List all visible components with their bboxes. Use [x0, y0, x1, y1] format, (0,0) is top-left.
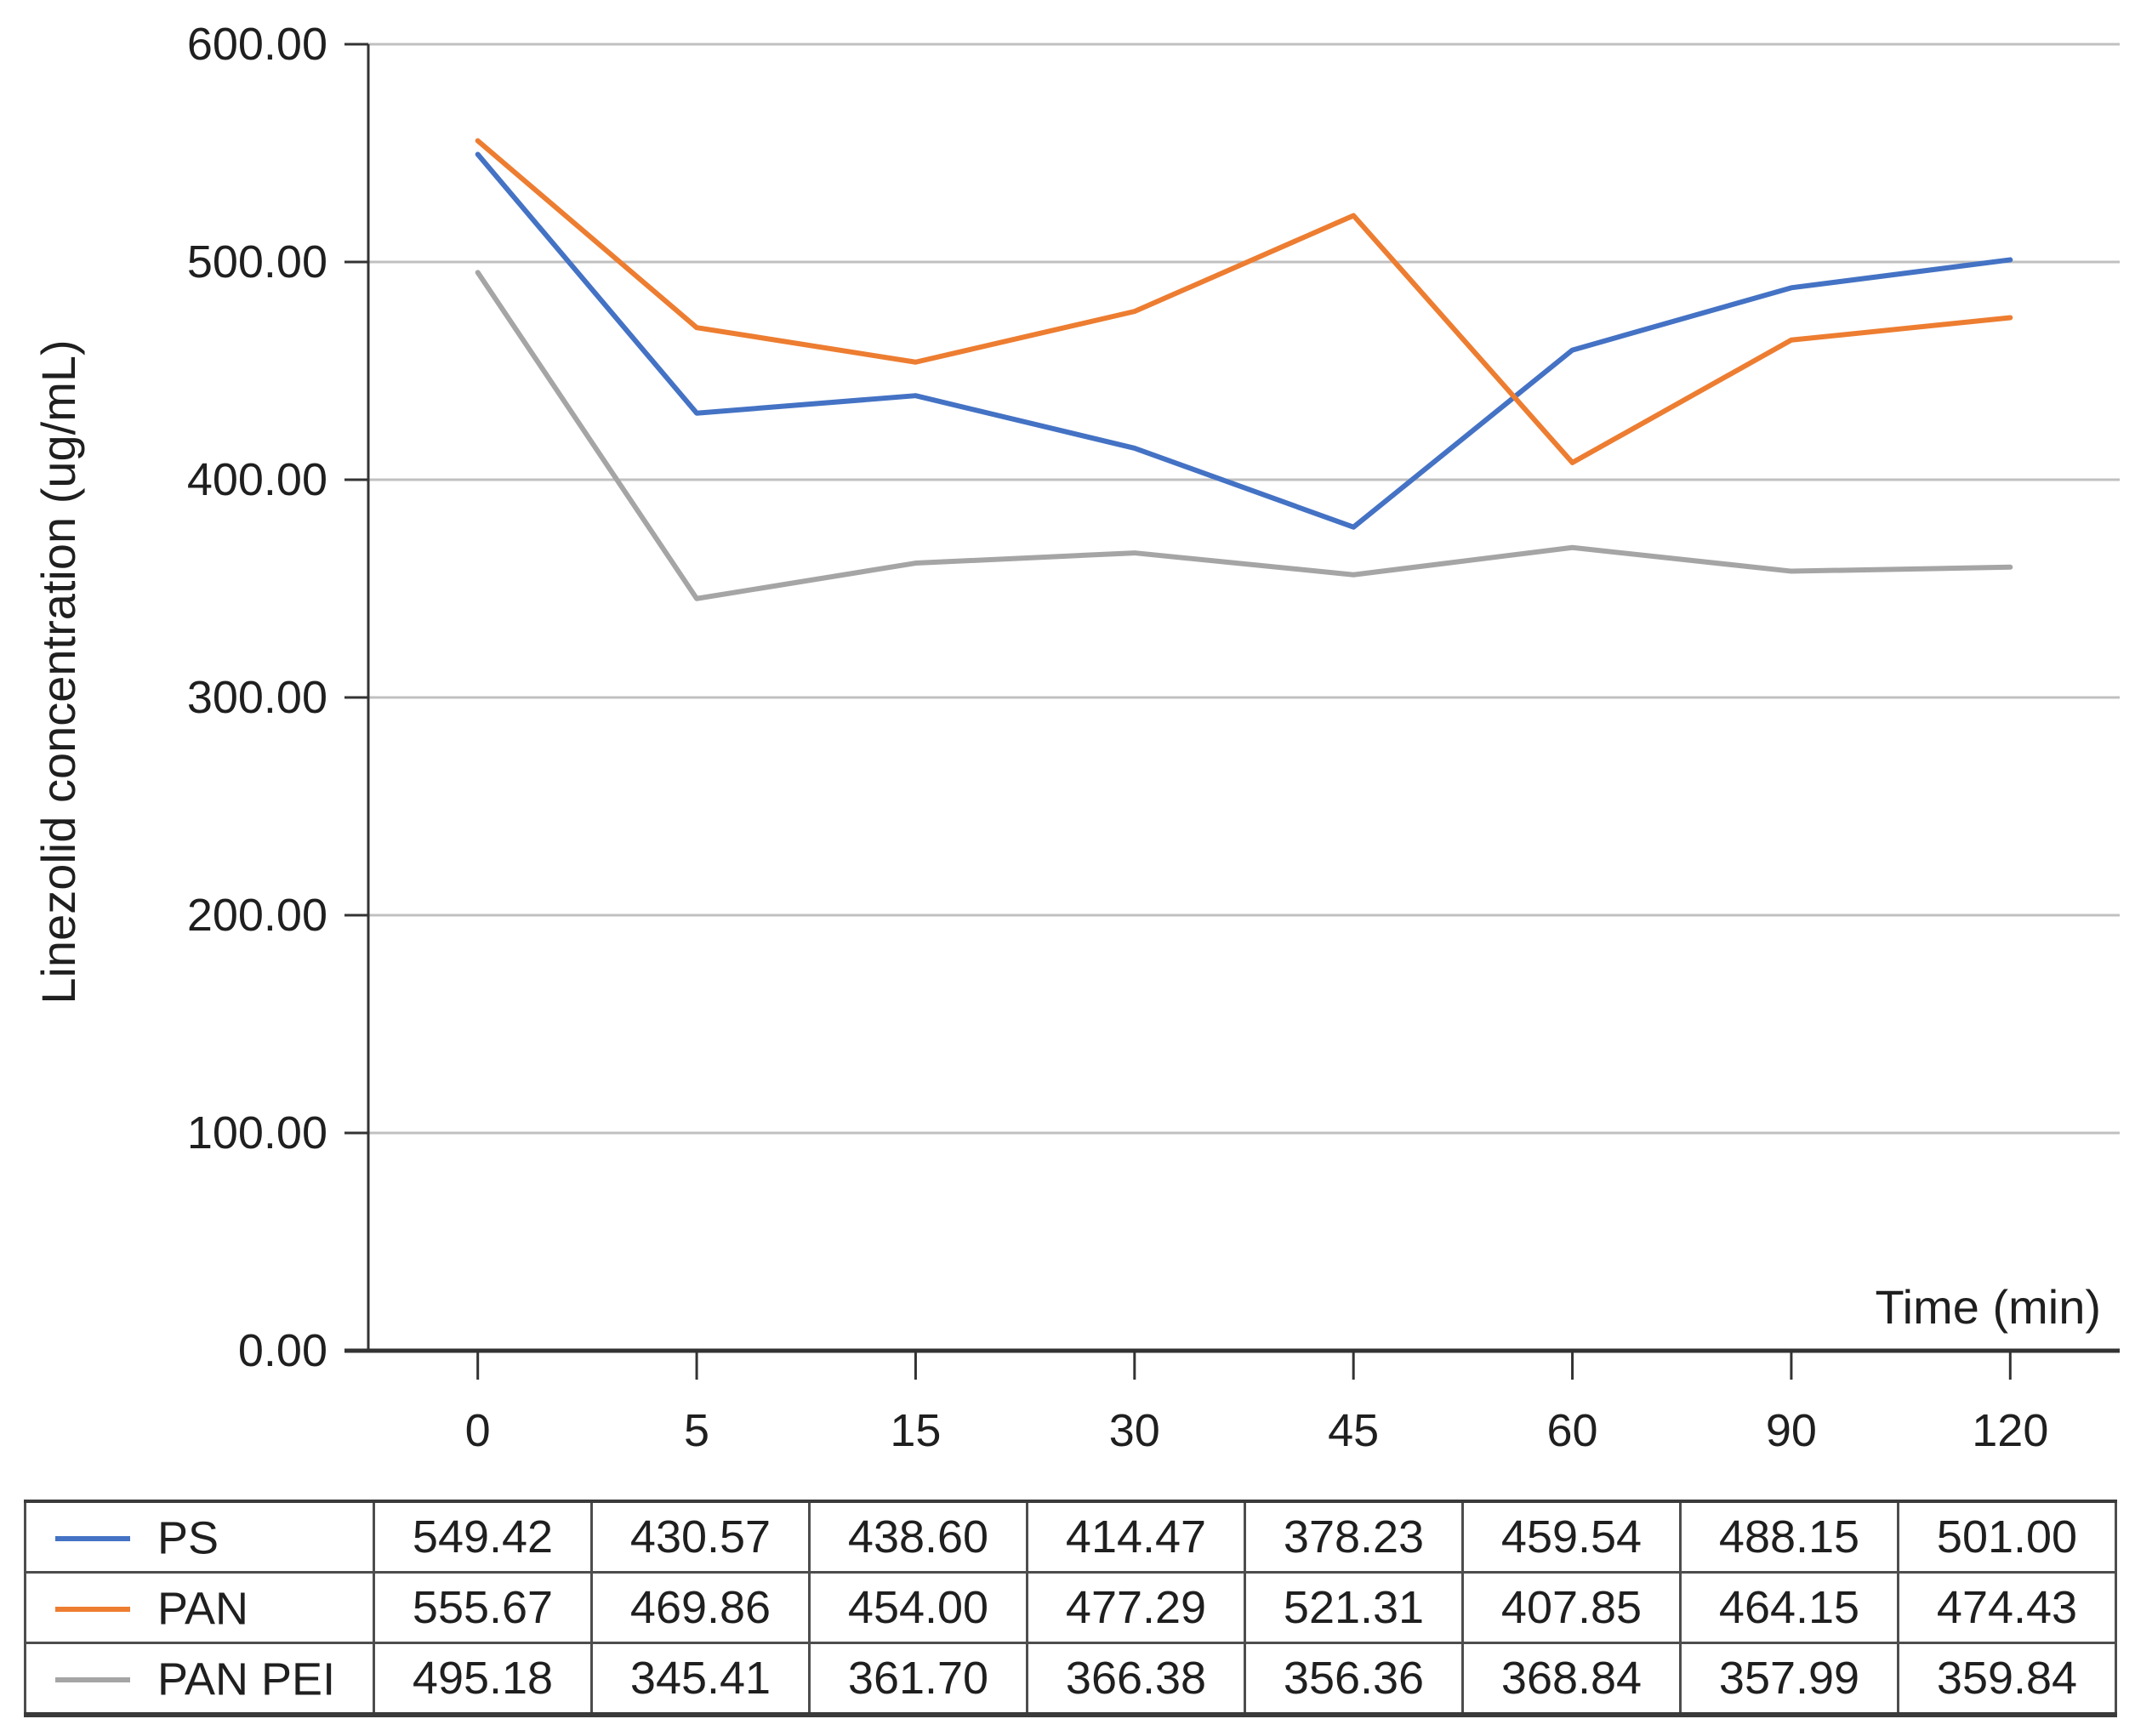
legend-label: PAN PEI	[157, 1653, 336, 1705]
legend-cell: PAN PEI	[24, 1642, 375, 1717]
legend-cell: PS	[24, 1500, 375, 1574]
chart-data-table: PS 549.42 430.57 438.60 414.47 378.23 459.54 48…	[24, 1500, 2117, 1717]
x-tick-label: 60	[1547, 1405, 1598, 1456]
table-value-cell: 469.86	[590, 1571, 811, 1644]
series-line-pan	[475, 138, 2013, 465]
x-tick-label: 5	[684, 1405, 709, 1456]
x-tick-label: 30	[1109, 1405, 1160, 1456]
x-tick-label: 0	[465, 1405, 491, 1456]
y-tick-label: 500.00	[187, 236, 327, 287]
y-axis-title: Linezolid concentration (ug/mL)	[31, 339, 85, 1004]
y-tick-label: 400.00	[187, 454, 327, 505]
table-value-cell: 414.47	[1026, 1500, 1246, 1574]
table-body: PS 549.42 430.57 438.60 414.47 378.23 459.54 48…	[24, 1500, 2117, 1717]
legend-line-swatch	[55, 1535, 130, 1541]
table-value-cell: 501.00	[1897, 1500, 2117, 1574]
table-value-cell: 368.84	[1461, 1642, 1682, 1717]
table-value-cell: 477.29	[1026, 1571, 1246, 1644]
table-value-cell: 459.54	[1461, 1500, 1682, 1574]
series-line-pan-pei	[475, 270, 2013, 601]
table-value-cell: 361.70	[808, 1642, 1028, 1717]
table-value-cell: 521.31	[1244, 1571, 1464, 1644]
x-tick-label: 90	[1766, 1405, 1817, 1456]
table-value-cell: 555.67	[373, 1571, 593, 1644]
table-value-cell: 407.85	[1461, 1571, 1682, 1644]
y-tick-label: 100.00	[187, 1107, 327, 1158]
table-value-cell: 356.36	[1244, 1642, 1464, 1717]
series-line-ps	[475, 151, 2013, 530]
y-tick-label: 300.00	[187, 672, 327, 723]
legend-cell: PAN	[24, 1571, 375, 1644]
table-value-cell: 454.00	[808, 1571, 1028, 1644]
y-tick-label: 200.00	[187, 890, 327, 941]
legend-label: PAN	[157, 1583, 249, 1635]
x-tick-label: 15	[890, 1405, 941, 1456]
table-row: PAN 555.67 469.86 454.00 477.29 521.31 407.85 4…	[24, 1571, 2117, 1644]
table-value-cell: 378.23	[1244, 1500, 1464, 1574]
legend-label: PS	[157, 1512, 219, 1564]
table-value-cell: 430.57	[590, 1500, 811, 1574]
table-value-cell: 345.41	[590, 1642, 811, 1717]
y-tick-label: 0.00	[238, 1325, 327, 1376]
y-tick-label: 600.00	[187, 19, 327, 70]
table-value-cell: 359.84	[1897, 1642, 2117, 1717]
line-chart: 0.00 100.00 200.00 300.00 400.00 500.00 600.00…	[31, 19, 2120, 1456]
legend-line-swatch	[55, 1676, 130, 1682]
table-value-cell: 366.38	[1026, 1642, 1246, 1717]
table-value-cell: 549.42	[373, 1500, 593, 1574]
table-value-cell: 495.18	[373, 1642, 593, 1717]
table-value-cell: 438.60	[808, 1500, 1028, 1574]
x-axis-title: Time (min)	[1876, 1280, 2101, 1334]
table-value-cell: 488.15	[1679, 1500, 1899, 1574]
table-value-cell: 464.15	[1679, 1571, 1899, 1644]
table-row: PS 549.42 430.57 438.60 414.47 378.23 459.54 48…	[24, 1500, 2117, 1574]
legend-line-swatch	[55, 1606, 130, 1612]
x-tick-label: 45	[1328, 1405, 1379, 1456]
table-value-cell: 357.99	[1679, 1642, 1899, 1717]
x-tick-label: 120	[1972, 1405, 2048, 1456]
table-value-cell: 474.43	[1897, 1571, 2117, 1644]
table-row: PAN PEI 495.18 345.41 361.70 366.38 356.36 368…	[24, 1642, 2117, 1717]
